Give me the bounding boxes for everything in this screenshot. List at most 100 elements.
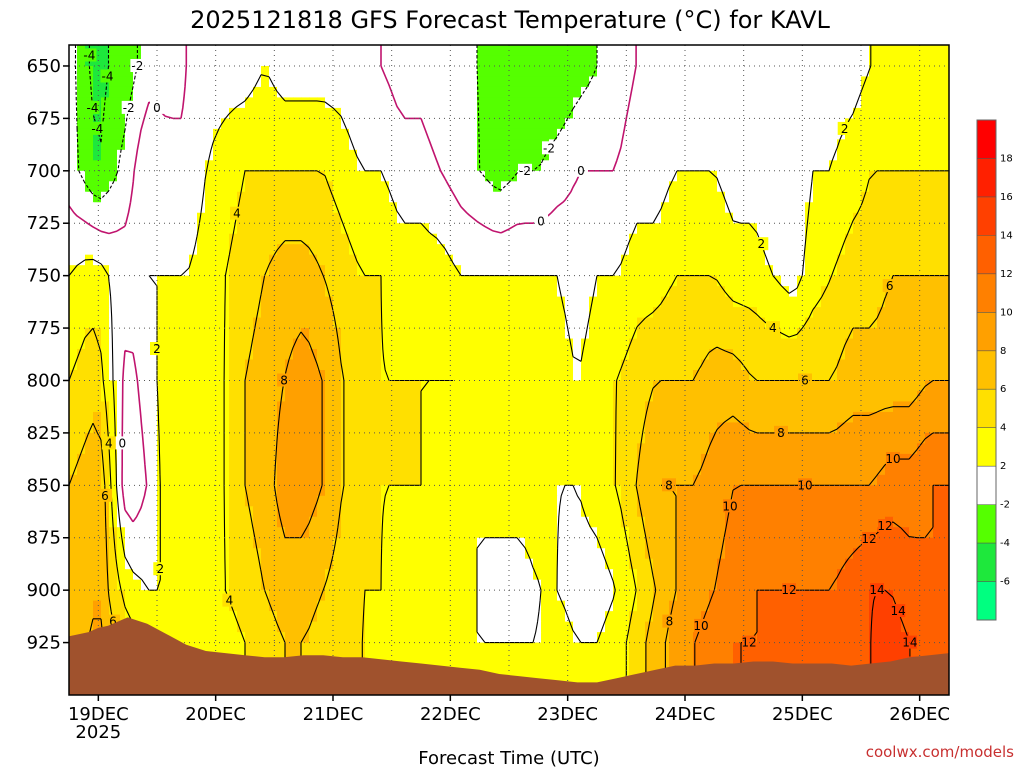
temperature-cell bbox=[565, 265, 574, 277]
temperature-cell bbox=[101, 170, 110, 182]
temperature-cell bbox=[525, 370, 534, 382]
temperature-cell bbox=[277, 349, 286, 361]
temperature-cell bbox=[589, 170, 598, 182]
temperature-cell bbox=[461, 55, 470, 67]
temperature-cell bbox=[181, 254, 190, 266]
temperature-cell bbox=[517, 107, 526, 119]
temperature-cell bbox=[917, 55, 926, 67]
temperature-cell bbox=[621, 506, 630, 518]
temperature-cell bbox=[477, 76, 486, 88]
temperature-cell bbox=[77, 275, 86, 287]
temperature-cell bbox=[829, 233, 838, 245]
temperature-cell bbox=[141, 265, 150, 277]
temperature-cell bbox=[797, 359, 806, 371]
temperature-cell bbox=[741, 317, 750, 329]
temperature-cell bbox=[197, 443, 206, 455]
temperature-cell bbox=[517, 191, 526, 203]
temperature-cell bbox=[445, 286, 454, 298]
temperature-cell bbox=[381, 275, 390, 287]
temperature-cell bbox=[469, 328, 478, 340]
temperature-cell bbox=[557, 307, 566, 319]
temperature-cell bbox=[749, 506, 758, 518]
temperature-cell bbox=[117, 328, 126, 340]
temperature-cell bbox=[253, 160, 262, 172]
temperature-cell bbox=[405, 128, 414, 140]
temperature-cell bbox=[245, 370, 254, 382]
temperature-cell bbox=[77, 401, 86, 413]
temperature-cell bbox=[637, 97, 646, 109]
temperature-cell bbox=[293, 275, 302, 287]
temperature-cell bbox=[901, 202, 910, 214]
temperature-cell bbox=[877, 128, 886, 140]
temperature-cell bbox=[77, 495, 86, 507]
temperature-cell bbox=[709, 45, 718, 57]
temperature-cell bbox=[245, 265, 254, 277]
temperature-cell bbox=[525, 286, 534, 298]
temperature-cell bbox=[941, 55, 949, 67]
temperature-cell bbox=[509, 233, 518, 245]
temperature-cell bbox=[205, 202, 214, 214]
temperature-cell bbox=[677, 296, 686, 308]
temperature-cell bbox=[797, 411, 806, 424]
temperature-cell bbox=[901, 443, 910, 455]
temperature-cell bbox=[445, 45, 454, 57]
temperature-cell bbox=[757, 411, 766, 424]
temperature-cell bbox=[637, 359, 646, 371]
temperature-cell bbox=[453, 244, 462, 256]
temperature-cell bbox=[125, 55, 134, 67]
temperature-cell bbox=[885, 422, 894, 434]
temperature-cell bbox=[333, 160, 342, 172]
temperature-cell bbox=[533, 45, 542, 57]
temperature-cell bbox=[277, 474, 286, 486]
temperature-cell bbox=[853, 432, 862, 444]
temperature-cell bbox=[597, 212, 606, 224]
temperature-cell bbox=[301, 233, 310, 245]
temperature-cell bbox=[213, 359, 222, 371]
temperature-cell bbox=[205, 223, 214, 235]
temperature-cell bbox=[685, 149, 694, 161]
temperature-cell bbox=[749, 485, 758, 497]
temperature-cell bbox=[629, 191, 638, 203]
temperature-cell bbox=[813, 139, 822, 151]
temperature-cell bbox=[141, 422, 150, 434]
temperature-cell bbox=[581, 443, 590, 455]
temperature-cell bbox=[101, 349, 110, 361]
temperature-cell bbox=[301, 307, 310, 319]
temperature-cell bbox=[573, 370, 582, 382]
temperature-cell bbox=[877, 286, 886, 298]
temperature-cell bbox=[509, 286, 518, 298]
temperature-cell bbox=[637, 411, 646, 424]
temperature-cell bbox=[69, 55, 78, 67]
temperature-cell bbox=[389, 359, 398, 371]
temperature-cell bbox=[877, 65, 886, 78]
temperature-cell bbox=[133, 359, 142, 371]
temperature-cell bbox=[853, 338, 862, 350]
temperature-cell bbox=[645, 244, 654, 256]
temperature-cell bbox=[405, 443, 414, 455]
temperature-cell bbox=[453, 254, 462, 266]
temperature-cell bbox=[149, 128, 158, 140]
temperature-cell bbox=[357, 338, 366, 350]
temperature-cell bbox=[165, 401, 174, 413]
temperature-cell bbox=[565, 97, 574, 109]
temperature-cell bbox=[525, 359, 534, 371]
temperature-cell bbox=[637, 128, 646, 140]
temperature-cell bbox=[693, 495, 702, 507]
temperature-cell bbox=[869, 443, 878, 455]
temperature-cell bbox=[541, 97, 550, 109]
temperature-cell bbox=[829, 474, 838, 486]
temperature-cell bbox=[277, 223, 286, 235]
temperature-cell bbox=[349, 45, 358, 57]
temperature-cell bbox=[165, 349, 174, 361]
temperature-cell bbox=[221, 370, 230, 382]
temperature-cell bbox=[733, 86, 742, 99]
temperature-cell bbox=[829, 411, 838, 424]
temperature-cell bbox=[677, 149, 686, 161]
temperature-cell bbox=[533, 160, 542, 172]
temperature-cell bbox=[573, 275, 582, 287]
temperature-cell bbox=[253, 516, 262, 528]
temperature-cell bbox=[269, 296, 278, 308]
temperature-cell bbox=[677, 191, 686, 203]
temperature-cell bbox=[829, 212, 838, 224]
temperature-cell bbox=[453, 160, 462, 172]
